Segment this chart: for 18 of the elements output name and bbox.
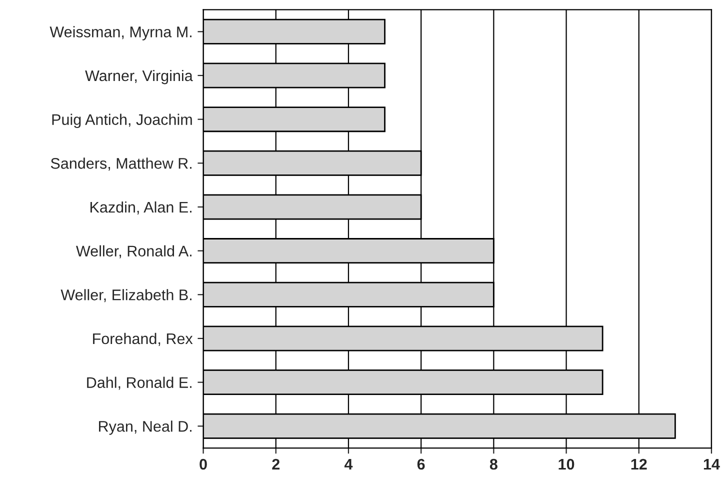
y-tick-label: Warner, Virginia	[85, 70, 193, 84]
y-tick-label: Sanders, Matthew R.	[50, 158, 192, 171]
x-tick-label: 14	[704, 459, 720, 470]
y-tick-label: Puig Antich, Joachim	[52, 114, 192, 128]
x-tick-label: 12	[631, 458, 647, 470]
y-tick-label: Weissman, Myrna M.	[50, 26, 192, 40]
y-tick-label: Ryan, Neal D.	[99, 420, 192, 435]
x-tick-label: 10	[558, 458, 574, 470]
x-tick-label: 4	[344, 459, 353, 470]
y-tick-label: Weller, Ronald A.	[76, 245, 192, 258]
x-tick-label: 8	[490, 458, 498, 470]
y-tick-label: Forehand, Rex	[93, 332, 193, 346]
y-tick-label: Kazdin, Alan E.	[90, 201, 192, 214]
x-tick-label: 0	[200, 458, 207, 470]
x-tick-label: 2	[272, 458, 280, 470]
y-tick-label: Dahl, Ronald E.	[87, 376, 192, 390]
x-tick-label: 6	[417, 458, 425, 470]
y-tick-label: Weller, Elizabeth B.	[60, 289, 192, 302]
